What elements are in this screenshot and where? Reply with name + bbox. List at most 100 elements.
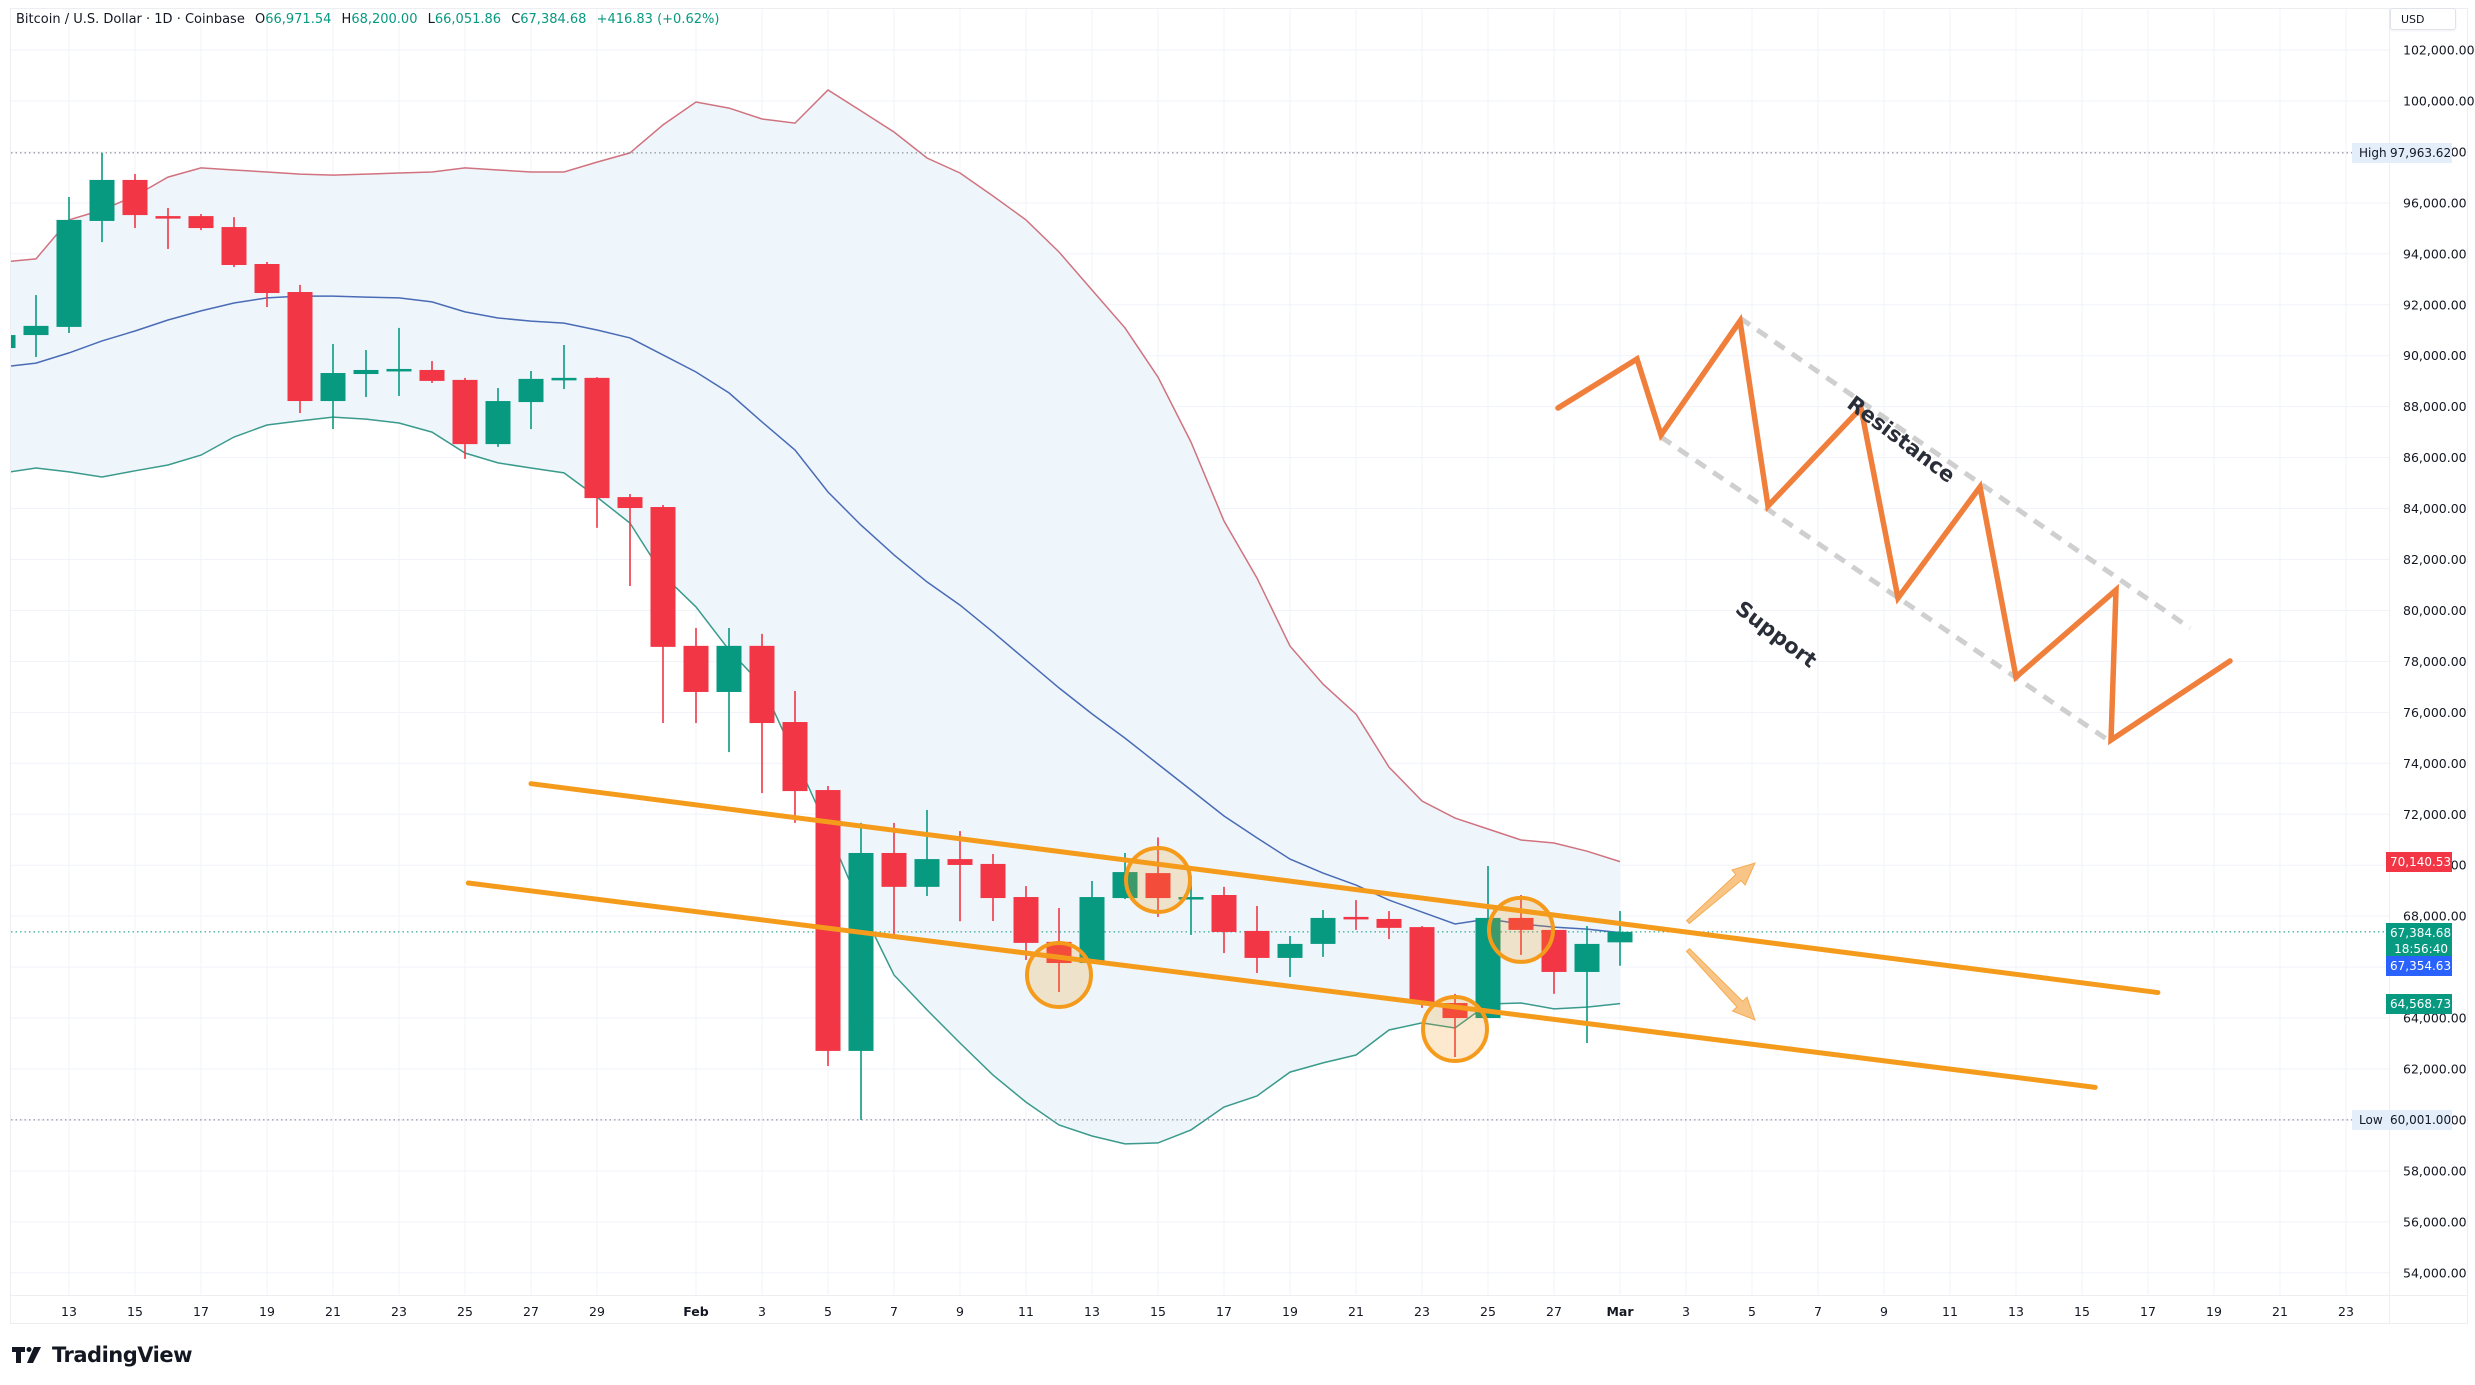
arrow-down-icon[interactable]	[1685, 947, 1756, 1021]
candle	[188, 214, 214, 231]
price-tick: 76,000.00	[2403, 705, 2467, 720]
candle	[1409, 926, 1435, 1008]
time-tick: 5	[1748, 1304, 1756, 1319]
candle	[320, 343, 346, 430]
candle	[716, 628, 742, 753]
upper-band-price-tag: 70,140.53	[2386, 851, 2452, 872]
arrow-up-icon[interactable]	[1685, 862, 1756, 925]
high-value: 68,200.00	[351, 12, 418, 27]
time-tick: 17	[193, 1304, 209, 1319]
time-tick: 13	[61, 1304, 77, 1319]
candle	[782, 690, 808, 823]
candle	[122, 174, 148, 229]
price-tick: 74,000.00	[2403, 756, 2467, 771]
time-tick: 15	[127, 1304, 143, 1319]
time-tick: 13	[1084, 1304, 1100, 1319]
candle	[353, 350, 379, 397]
time-axis[interactable]: 13 15 17 19 21 23 25 27 29 Feb 3 5 7 9 11 13 15 17 19 21 23 2…	[11, 1295, 2467, 1320]
chart-pane[interactable]	[10, 8, 2468, 1324]
candle	[155, 207, 181, 249]
bollinger-upper-band	[11, 89, 1621, 863]
middle-band-price-tag: 67,354.63	[2386, 955, 2452, 976]
highlight-circle[interactable]	[1124, 845, 1192, 914]
candle	[419, 361, 445, 383]
low-price-tag-caption: Low	[2352, 1109, 2390, 1130]
candle	[848, 822, 874, 1120]
candlestick-series	[11, 152, 1633, 1120]
candle	[1277, 936, 1303, 978]
price-tick: 90,000.00	[2403, 348, 2467, 363]
time-tick: 7	[1814, 1304, 1822, 1319]
price-tick: 92,000.00	[2403, 297, 2467, 312]
candle	[1607, 911, 1633, 966]
candle	[749, 633, 775, 794]
candle	[650, 504, 676, 724]
candle	[287, 284, 313, 414]
symbol-title[interactable]: Bitcoin / U.S. Dollar · 1D · Coinbase	[16, 12, 245, 27]
tradingview-logo-icon	[12, 1347, 41, 1363]
candle	[1310, 910, 1336, 957]
price-tick: 84,000.00	[2403, 501, 2467, 516]
bar-countdown: 18:56:40	[2394, 941, 2448, 956]
price-tick: 88,000.00	[2403, 399, 2467, 414]
candle	[584, 377, 610, 528]
bollinger-middle-band	[11, 295, 1621, 934]
candle	[551, 345, 577, 390]
close-value: 67,384.68	[520, 12, 587, 27]
time-tick: 15	[2074, 1304, 2090, 1319]
price-tick: 62,000.00	[2403, 1062, 2467, 1077]
time-tick: 17	[2140, 1304, 2156, 1319]
time-tick: 3	[758, 1304, 766, 1319]
highlight-circle[interactable]	[1025, 940, 1093, 1009]
price-tick: 86,000.00	[2403, 450, 2467, 465]
drawing-annotations[interactable]	[465, 781, 2161, 1090]
time-tick: 23	[391, 1304, 407, 1319]
time-tick: 27	[523, 1304, 539, 1319]
time-tick: 9	[1880, 1304, 1888, 1319]
time-tick: 25	[457, 1304, 473, 1319]
time-tick: 11	[1018, 1304, 1034, 1319]
lower-band-price-tag: 64,568.73	[2386, 993, 2452, 1014]
candle	[23, 295, 49, 357]
open-value: 66,971.54	[265, 12, 332, 27]
high-price-tag: 97,963.62	[2386, 142, 2452, 163]
high-low-lines	[11, 152, 2389, 1121]
candle	[485, 388, 511, 447]
candle	[1376, 911, 1402, 940]
candle	[518, 370, 544, 430]
candle	[980, 853, 1006, 921]
candle	[1343, 900, 1369, 930]
candle	[617, 494, 643, 586]
time-tick: 23	[2338, 1304, 2354, 1319]
candle	[452, 377, 478, 459]
currency-button[interactable]: USD	[2390, 8, 2456, 30]
time-tick: 13	[2008, 1304, 2024, 1319]
price-tick: 54,000.00	[2403, 1265, 2467, 1280]
change-value: +416.83 (+0.62%)	[596, 12, 720, 27]
price-tick: 68,000.00	[2403, 909, 2467, 924]
price-tick: 64,000.00	[2403, 1011, 2467, 1026]
tradingview-logo[interactable]: TradingView	[12, 1343, 192, 1367]
candle	[815, 785, 841, 1066]
time-tick: 21	[325, 1304, 341, 1319]
highlight-circle[interactable]	[1421, 995, 1489, 1064]
channel-upper-trendline[interactable]	[528, 781, 2161, 996]
candle	[1211, 886, 1237, 954]
channel-lower-trendline[interactable]	[465, 880, 2098, 1090]
candle	[89, 152, 115, 243]
high-price-tag-caption: High	[2352, 142, 2394, 163]
time-tick: 21	[2272, 1304, 2288, 1319]
bollinger-lower-band	[11, 416, 1621, 1145]
time-tick: 19	[259, 1304, 275, 1319]
last-price-tag: 67,384.68 18:56:40	[2386, 922, 2452, 957]
candle	[914, 809, 940, 897]
bollinger-band-fill	[11, 89, 1620, 1144]
low-price-tag: 60,001.00	[2386, 1109, 2452, 1130]
highlight-circle[interactable]	[1487, 895, 1555, 964]
price-tick: 72,000.00	[2403, 807, 2467, 822]
candle	[221, 217, 247, 268]
time-tick: 9	[956, 1304, 964, 1319]
time-tick: 25	[1480, 1304, 1496, 1319]
